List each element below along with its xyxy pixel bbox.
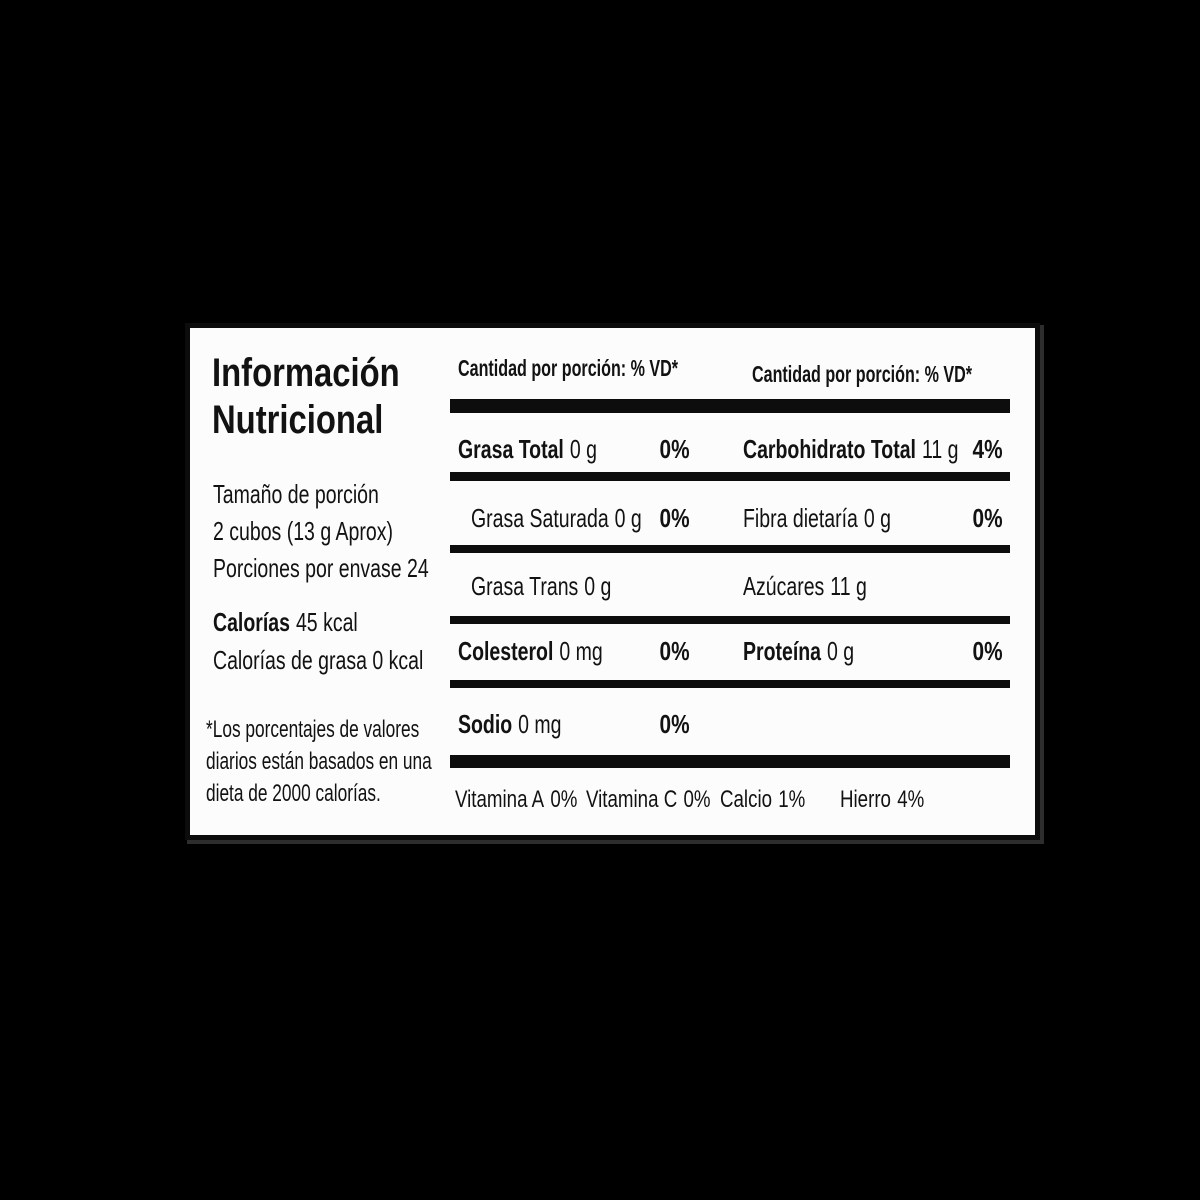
servings-per-container: Porciones por envase 24 (213, 553, 429, 583)
page-title: Información Nutricional (212, 350, 441, 444)
calories-value: 45 kcal (295, 607, 358, 637)
serving-size-value: 2 cubos (13 g Aprox) (213, 516, 393, 546)
right-column-header: Cantidad por porción: % VD* (752, 361, 973, 387)
left-column-header: Cantidad por porción: % VD* (458, 355, 679, 381)
footnote-line-2: diarios están basados en una (206, 748, 432, 775)
divider-bar-bottom (450, 755, 1010, 768)
dv-grasa-total: 0% (659, 434, 690, 464)
calories-label: Calorías (213, 607, 290, 637)
divider-bar-3 (450, 616, 1010, 624)
divider-bar-2 (450, 545, 1010, 553)
serving-info: Tamaño de porción 2 cubos (13 g Aprox) P… (213, 478, 501, 589)
hierro-item: Hierro 4% (840, 786, 925, 813)
footnote-line-1: *Los porcentajes de valores (206, 716, 420, 743)
serving-size-label: Tamaño de porción (213, 479, 379, 509)
calories-from-fat-line: Calorías de grasa 0 kcal (213, 645, 424, 675)
vitamins-row: Vitamina A 0% Vitamina C 0% Calcio 1% Hierr… (190, 786, 1035, 816)
calories-line: Calorías 45 kcal (213, 607, 406, 638)
footnote-line-3: dieta de 2000 calorías. (206, 780, 381, 807)
vitamin-c-item: Vitamina C 0% (586, 786, 711, 813)
table-row-grasa-saturada: Grasa Saturada 0 g 0% (471, 503, 690, 533)
vitamin-a-item: Vitamina A 0% (455, 786, 578, 813)
table-row-proteina: Proteína 0 g 0% (743, 636, 1003, 666)
dv-colesterol: 0% (659, 636, 690, 666)
table-row-colesterol: Colesterol 0 mg 0% (458, 636, 690, 666)
divider-bar-4 (450, 680, 1010, 688)
table-row-carbohidrato: Carbohidrato Total 11 g 4% (743, 434, 1003, 464)
dv-fibra: 0% (972, 503, 1003, 533)
table-row-azucares: Azúcares 11 g (743, 571, 867, 601)
dv-proteina: 0% (972, 636, 1003, 666)
calcio-item: Calcio 1% (720, 786, 806, 813)
table-row-grasa-trans: Grasa Trans 0 g (471, 571, 612, 601)
dv-grasa-saturada: 0% (659, 503, 690, 533)
table-row-fibra: Fibra dietaría 0 g 0% (743, 503, 1003, 533)
divider-bar-1 (450, 472, 1010, 481)
title-line-2: Nutricional (212, 398, 384, 442)
table-row-grasa-total: Grasa Total 0 g 0% (458, 434, 690, 464)
dv-sodio: 0% (659, 709, 690, 739)
dv-carbohidrato: 4% (972, 434, 1003, 464)
divider-bar-header (450, 399, 1010, 413)
table-row-sodio: Sodio 0 mg 0% (458, 709, 690, 739)
daily-value-footnote: *Los porcentajes de valores diarios está… (206, 714, 520, 810)
title-line-1: Información (212, 351, 400, 395)
nutrition-label-panel: Información Nutricional Tamaño de porció… (185, 323, 1040, 840)
